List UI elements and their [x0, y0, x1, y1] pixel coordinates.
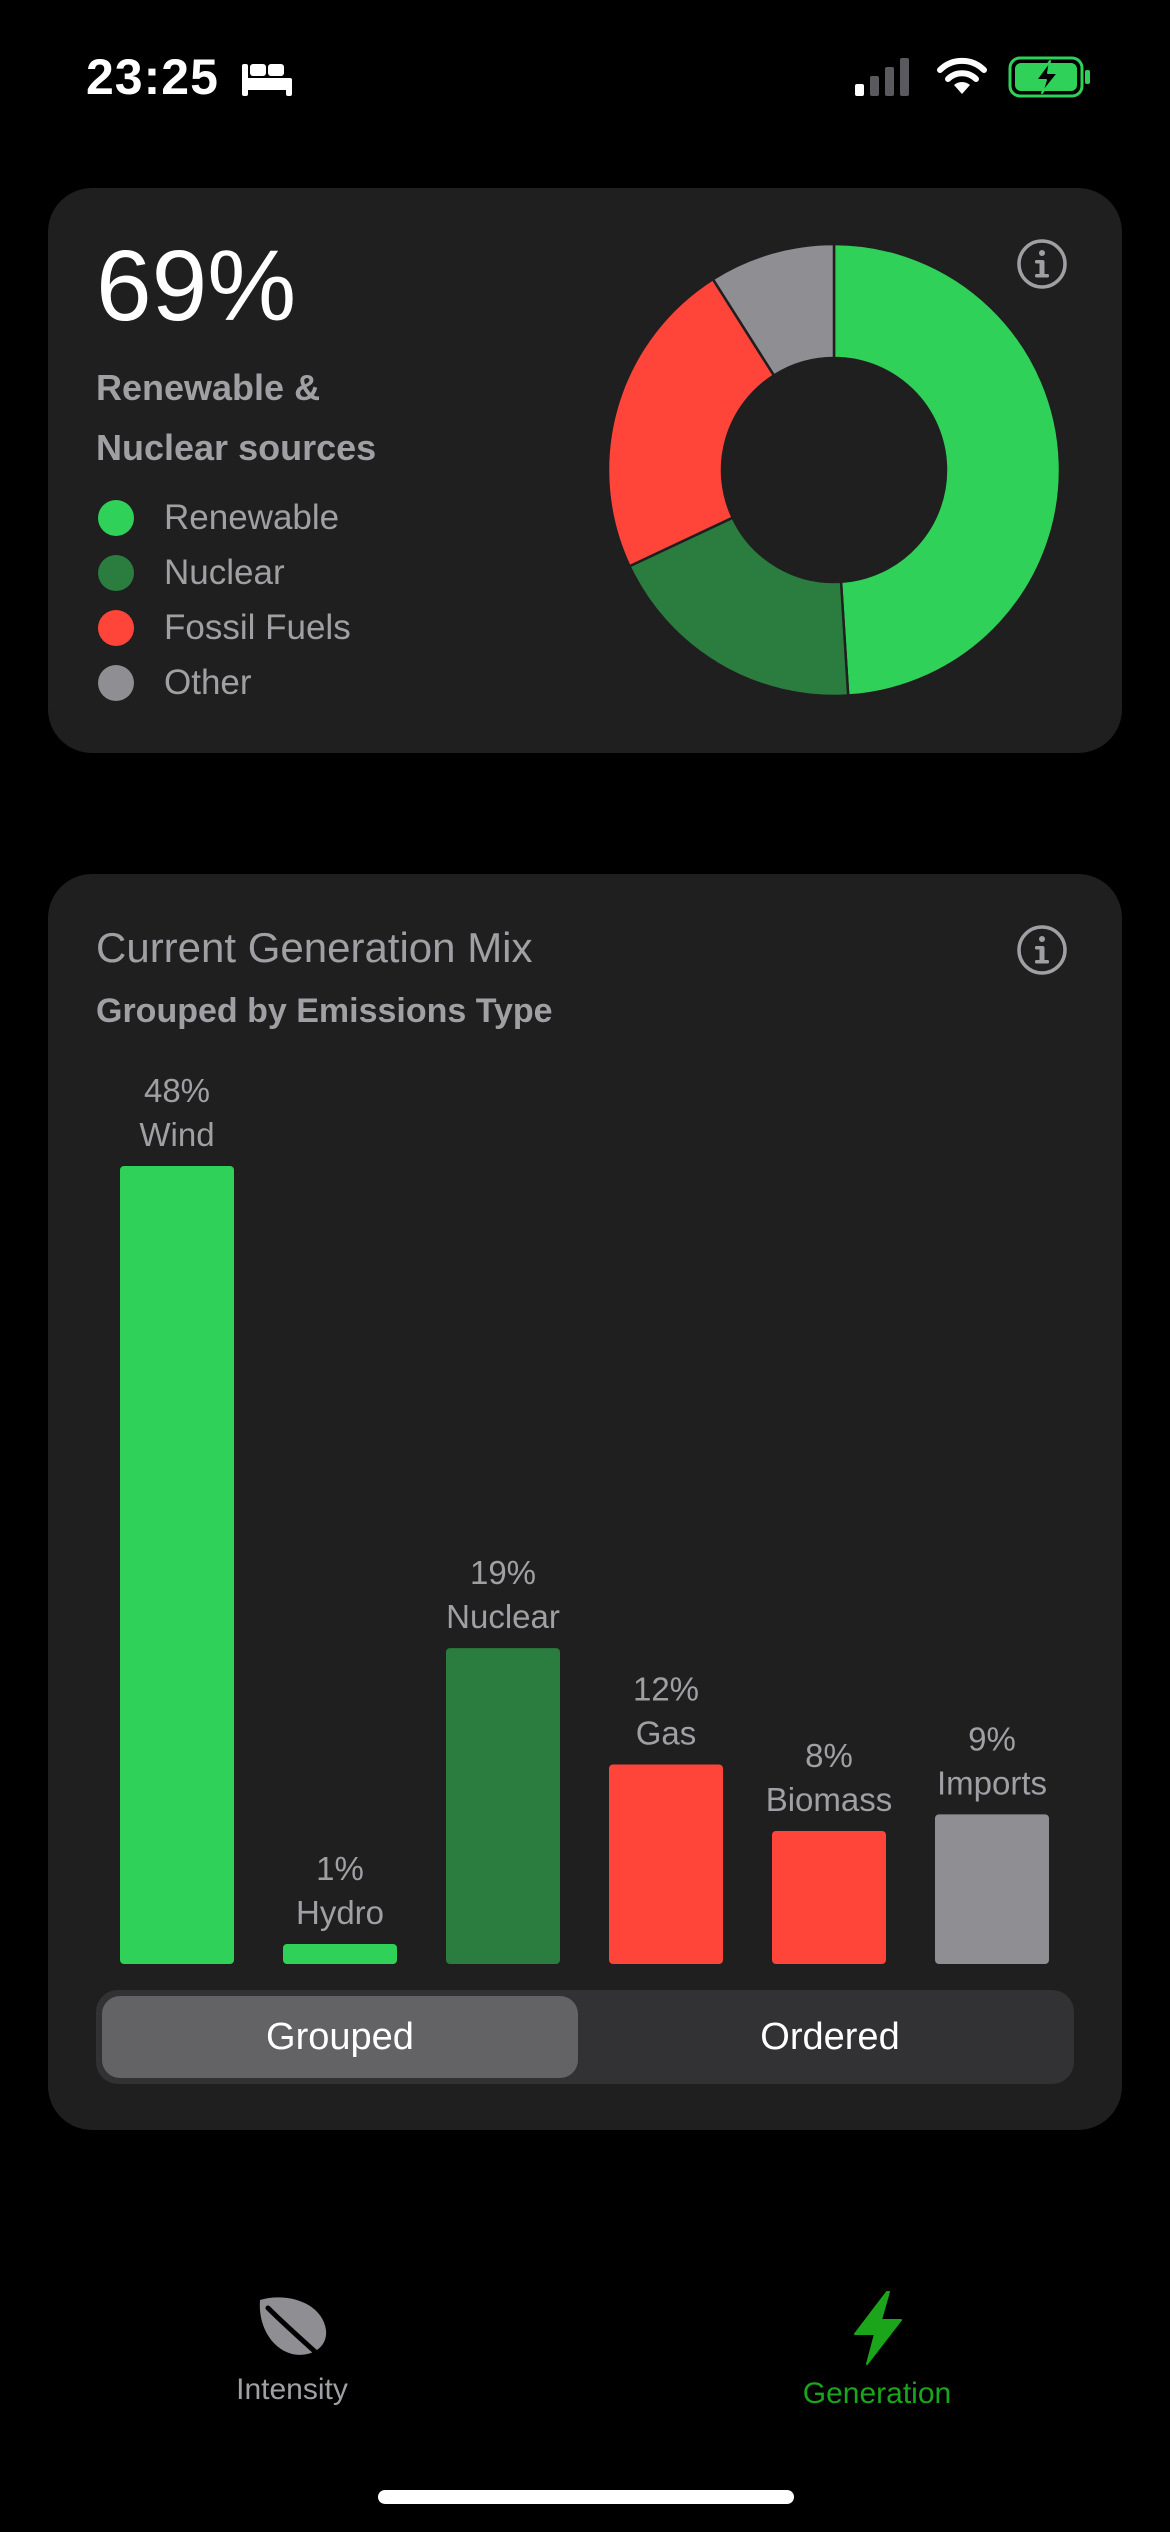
battery-charging-icon: [1008, 56, 1090, 98]
summary-subtitle-line2: Nuclear sources: [96, 427, 377, 468]
bar-category-label-hydro: Hydro: [296, 1894, 384, 1931]
tab-generation[interactable]: Generation: [727, 2290, 1027, 2411]
bed-icon: [242, 64, 292, 96]
status-bar: 23:25: [0, 0, 1170, 150]
donut-slice-fossil-fuels: [606, 277, 776, 568]
bar-value-label-hydro: 1%: [316, 1850, 364, 1887]
tab-intensity-label: Intensity: [236, 2373, 348, 2406]
summary-subtitle: Renewable & Nuclear sources: [96, 358, 376, 478]
legend-item-other: Other: [98, 655, 351, 710]
leaf-icon: [259, 2297, 327, 2361]
segment-ordered-button[interactable]: Ordered: [760, 2015, 900, 2058]
bar-biomass: [772, 1831, 886, 1964]
bar-hydro: [283, 1944, 397, 1964]
tab-bar: Intensity Generation: [0, 2290, 1170, 2440]
legend-dot-renewable: [98, 499, 134, 536]
bar-imports: [935, 1814, 1049, 1964]
bar-value-label-gas: 12%: [633, 1671, 699, 1708]
donut-legend: Renewable Nuclear Fossil Fuels Other: [98, 490, 351, 710]
legend-label-renewable: Renewable: [164, 497, 340, 537]
legend-label-fossil-fuels: Fossil Fuels: [164, 607, 351, 647]
bar-category-label-nuclear: Nuclear: [446, 1598, 560, 1635]
tab-intensity[interactable]: Intensity: [142, 2290, 442, 2407]
wifi-icon: [937, 57, 987, 94]
bar-value-label-imports: 9%: [968, 1720, 1016, 1757]
bar-gas: [609, 1764, 723, 1964]
donut-slice-nuclear: [627, 516, 850, 698]
summary-subtitle-line1: Renewable &: [96, 367, 321, 408]
home-indicator: [378, 2490, 794, 2504]
bar-value-label-nuclear: 19%: [470, 1554, 536, 1591]
generation-bar-chart: 48% Wind 1% Hydro 19% Nuclear 12% Gas 8% Biomass 9…: [120, 1072, 1049, 1964]
generation-mix-subtitle: Grouped by Emissions Type: [96, 992, 553, 1030]
bar-value-label-wind: 48%: [144, 1072, 210, 1109]
legend-label-nuclear: Nuclear: [164, 552, 285, 592]
renewable-nuclear-percent: 69%: [96, 230, 297, 342]
legend-dot-other: [98, 664, 134, 701]
bar-wind: [120, 1166, 234, 1964]
info-icon[interactable]: [1016, 238, 1068, 290]
status-time: 23:25: [86, 49, 219, 105]
bar-nuclear: [446, 1648, 560, 1964]
bolt-icon: [854, 2291, 902, 2365]
bar-value-label-biomass: 8%: [805, 1737, 853, 1774]
legend-item-nuclear: Nuclear: [98, 545, 351, 600]
tab-generation-label: Generation: [802, 2377, 952, 2410]
legend-item-fossil-fuels: Fossil Fuels: [98, 600, 351, 655]
legend-item-renewable: Renewable: [98, 490, 351, 545]
generation-mix-card: Current Generation Mix Grouped by Emissi…: [48, 874, 1122, 2130]
renewable-summary-card: 69% Renewable & Nuclear sources Renewabl…: [48, 188, 1122, 753]
bar-category-label-imports: Imports: [937, 1764, 1047, 1801]
info-icon[interactable]: [1016, 924, 1068, 976]
segment-grouped-button[interactable]: Grouped: [102, 1996, 578, 2078]
legend-dot-nuclear: [98, 554, 134, 591]
donut-chart: [606, 242, 1062, 698]
grouping-segmented-control: Grouped Ordered: [96, 1990, 1074, 2084]
bar-category-label-wind: Wind: [139, 1116, 214, 1153]
bar-category-label-biomass: Biomass: [766, 1781, 893, 1818]
donut-slice-renewable: [832, 242, 1062, 697]
legend-dot-fossil-fuels: [98, 609, 134, 646]
generation-mix-title: Current Generation Mix: [96, 924, 533, 971]
cellular-signal-icon: [855, 58, 909, 96]
donut-slice-other: [711, 242, 836, 378]
legend-label-other: Other: [164, 662, 252, 702]
bar-category-label-gas: Gas: [636, 1715, 697, 1752]
